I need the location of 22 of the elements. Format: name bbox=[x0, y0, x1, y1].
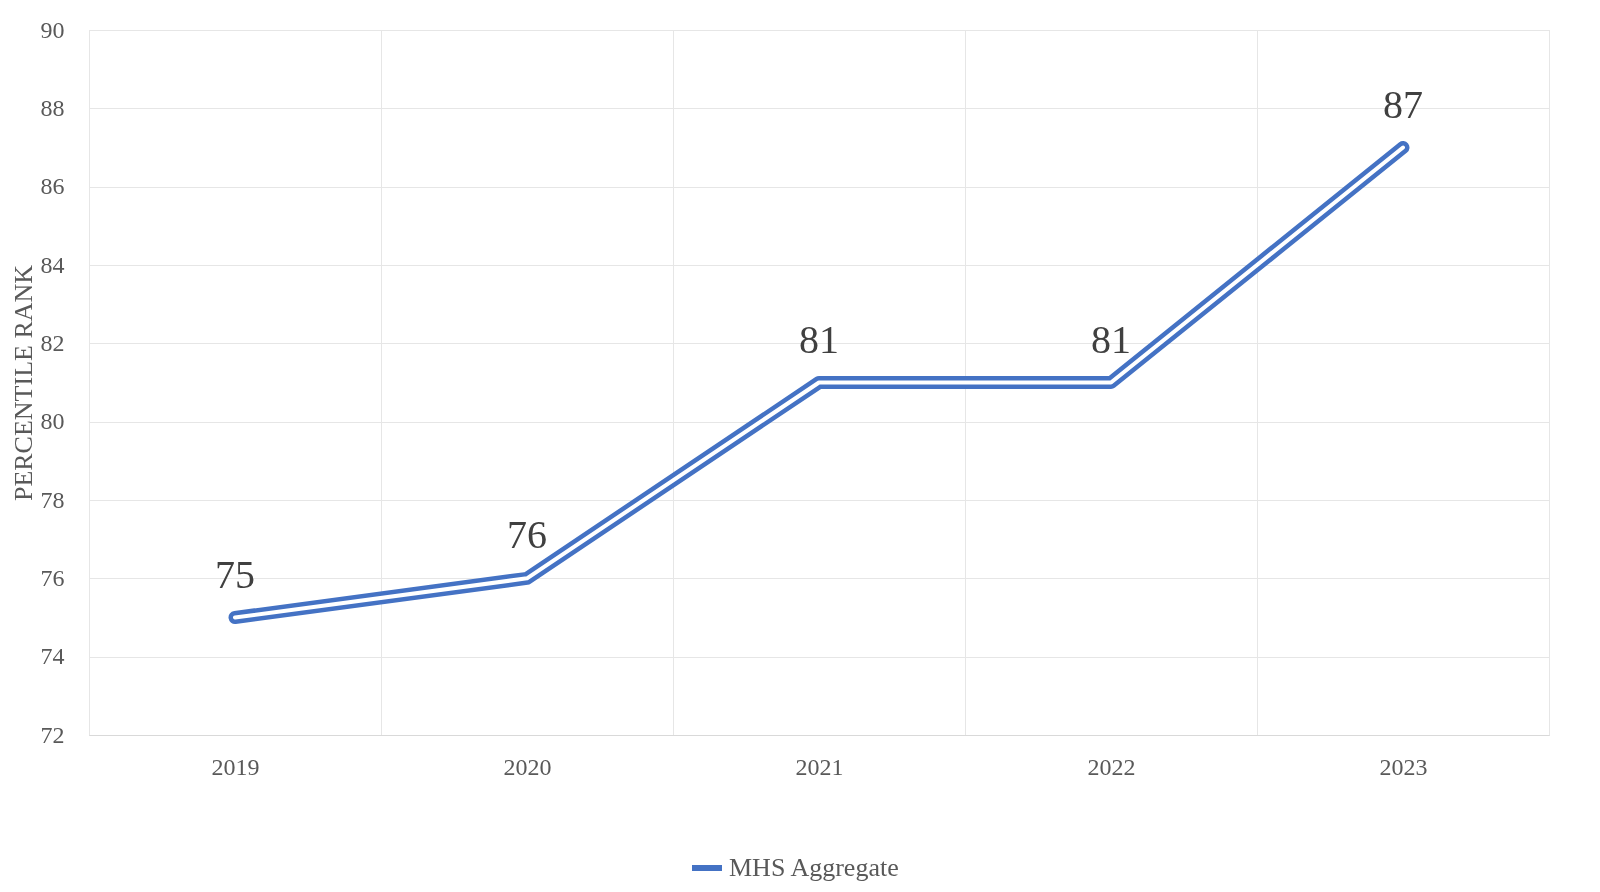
y-tick-label: 86 bbox=[40, 173, 65, 200]
y-tick-label: 72 bbox=[40, 721, 65, 748]
data-label: 75 bbox=[215, 551, 255, 597]
data-label: 81 bbox=[1091, 316, 1131, 362]
y-tick-label: 78 bbox=[40, 486, 65, 513]
y-tick-label: 88 bbox=[40, 94, 65, 121]
y-tick-label: 84 bbox=[40, 251, 65, 278]
x-tick-label: 2023 bbox=[1379, 753, 1428, 780]
y-tick-label: 82 bbox=[40, 329, 65, 356]
x-tick-label: 2021 bbox=[795, 753, 844, 780]
data-label: 87 bbox=[1383, 81, 1423, 127]
legend-label: MHS Aggregate bbox=[729, 853, 899, 882]
y-tick-label: 74 bbox=[40, 643, 65, 670]
data-label: 76 bbox=[507, 512, 547, 558]
y-tick-label: 76 bbox=[40, 564, 65, 591]
y-axis-title: PERCENTILE RANK bbox=[8, 264, 38, 502]
y-tick-label: 80 bbox=[40, 408, 65, 435]
x-tick-label: 2019 bbox=[211, 753, 260, 780]
x-tick-label: 2020 bbox=[503, 753, 552, 780]
data-label: 81 bbox=[799, 316, 839, 362]
x-tick-label: 2022 bbox=[1087, 753, 1136, 780]
y-tick-label: 90 bbox=[40, 16, 65, 43]
